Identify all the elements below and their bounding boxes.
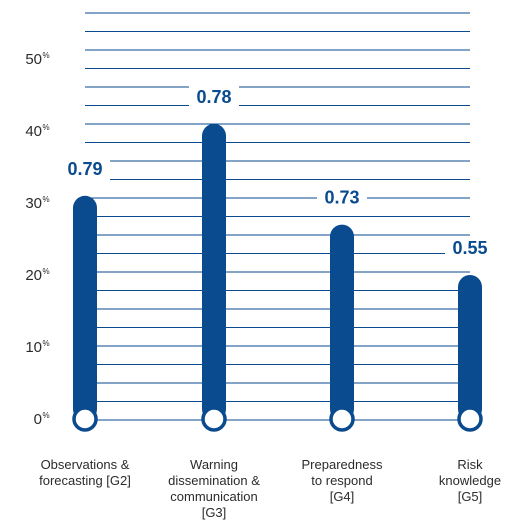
y-tick-label: 20 [25,267,42,284]
bar-body [73,195,97,421]
y-tick-unit: % [43,195,50,204]
y-tick-20: 20% [25,267,49,284]
bar-1 [72,195,98,432]
bar-2 [201,123,227,432]
gridlines [85,12,470,421]
y-tick-label: 0 [34,411,42,428]
data-label-2: 0.78 [196,87,231,107]
y-tick-unit: % [43,339,50,348]
bar-4 [457,275,483,432]
x-label-line: [G5] [458,489,483,504]
y-tick-label: 50 [25,51,42,68]
y-tick-label: 30 [25,195,42,212]
y-tick-unit: % [43,51,50,60]
bar-body [202,123,226,422]
x-label-line: to respond [311,473,372,488]
data-label-4: 0.55 [452,238,487,258]
y-tick-unit: % [43,267,50,276]
data-label-backdrop [60,156,110,183]
y-tick-label: 10 [25,339,42,356]
x-label-1: Observations &forecasting [G2] [39,457,131,488]
x-label-line: Preparedness [302,457,383,472]
x-label-line: [G4] [330,489,355,504]
y-tick-50: 50% [25,51,49,68]
x-label-line: forecasting [G2] [39,473,131,488]
y-axis-ticks: 0 %10 %20 %30 %40 %50% [25,51,49,428]
data-label-3: 0.73 [324,188,359,208]
bars [72,123,483,432]
data-label-backdrop [445,236,495,262]
y-tick-30: 30% [25,195,49,212]
y-tick-0: 0% [34,411,50,428]
y-tick-40: 40% [25,123,49,140]
x-label-line: Warning [190,457,238,472]
y-tick-10: 10% [25,339,49,356]
bar-base-marker [72,406,98,432]
y-tick-label: 40 [25,123,42,140]
x-label-line: Risk [457,457,483,472]
bar-base-marker [201,406,227,432]
data-label-backdrop [317,185,367,212]
data-labels: 0.79 0.78 0.73 0.55 [60,84,495,262]
x-label-line: communication [170,489,257,504]
bar-3 [329,224,355,432]
x-label-line: [G3] [202,505,227,520]
data-label-backdrop [189,84,239,111]
bar-body [458,275,482,421]
bar-base-marker [329,406,355,432]
y-tick-unit: % [43,411,50,420]
bar-base-marker [457,406,483,432]
y-tick-unit: % [43,123,50,132]
bar-body [330,224,354,421]
x-axis-labels: Observations &forecasting [G2] Warningdis… [39,457,501,520]
x-label-line: Observations & [41,457,130,472]
x-label-line: knowledge [439,473,501,488]
x-label-line: dissemination & [168,473,260,488]
data-label-1: 0.79 [67,159,102,179]
